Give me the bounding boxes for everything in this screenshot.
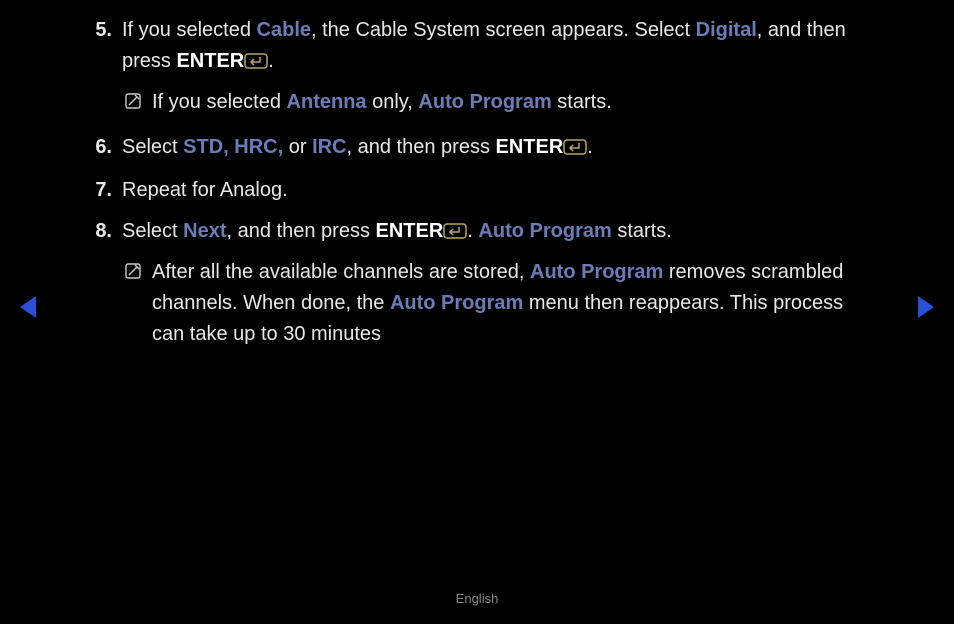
text-run: If you selected — [122, 19, 257, 41]
highlight-term: Antenna — [287, 91, 367, 113]
item-body: Repeat for Analog. — [122, 175, 872, 206]
text-run: or — [283, 136, 312, 158]
highlight-term: Auto Program — [530, 261, 663, 283]
nav-next-arrow[interactable] — [918, 296, 934, 318]
text-run: , the Cable System screen appears. Selec… — [311, 19, 696, 41]
bold-term: ENTER — [376, 220, 444, 242]
text-run: , and then press — [347, 136, 496, 158]
bold-term: ENTER — [496, 136, 564, 158]
text-run: . — [587, 136, 593, 158]
text-run: only, — [367, 91, 419, 113]
bold-term: ENTER — [176, 50, 244, 72]
list-item: 5.If you selected Cable, the Cable Syste… — [82, 15, 872, 122]
item-note: After all the available channels are sto… — [122, 257, 872, 350]
highlight-term: Digital — [696, 19, 757, 41]
text-run: Select — [122, 220, 183, 242]
note-icon — [122, 87, 152, 118]
item-text: Select Next, and then press ENTER. Auto … — [122, 216, 872, 249]
item-number: 7. — [82, 175, 122, 206]
text-run: Select — [122, 136, 183, 158]
footer-language: English — [0, 591, 954, 606]
highlight-term: Next — [183, 220, 226, 242]
note-icon — [122, 257, 152, 350]
text-run: starts. — [612, 220, 672, 242]
item-text: Repeat for Analog. — [122, 175, 872, 206]
item-number: 6. — [82, 132, 122, 165]
item-text: Select STD, HRC, or IRC, and then press … — [122, 132, 872, 165]
highlight-term: IRC — [312, 136, 346, 158]
enter-icon — [563, 134, 587, 165]
text-run: Repeat for Analog. — [122, 179, 288, 201]
highlight-term: STD, HRC, — [183, 136, 283, 158]
note-text: If you selected Antenna only, Auto Progr… — [152, 87, 872, 118]
highlight-term: Auto Program — [390, 292, 523, 314]
highlight-term: Cable — [257, 19, 311, 41]
text-run: . — [467, 220, 478, 242]
item-note: If you selected Antenna only, Auto Progr… — [122, 87, 872, 118]
list-item: 8.Select Next, and then press ENTER. Aut… — [82, 216, 872, 354]
text-run: , and then press — [227, 220, 376, 242]
nav-prev-arrow[interactable] — [20, 296, 36, 318]
item-number: 5. — [82, 15, 122, 122]
item-number: 8. — [82, 216, 122, 354]
list-item: 6.Select STD, HRC, or IRC, and then pres… — [82, 132, 872, 165]
text-run: After all the available channels are sto… — [152, 261, 530, 283]
highlight-term: Auto Program — [418, 91, 551, 113]
item-body: Select STD, HRC, or IRC, and then press … — [122, 132, 872, 165]
instruction-list: 5.If you selected Cable, the Cable Syste… — [82, 15, 872, 364]
enter-icon — [244, 48, 268, 79]
item-body: If you selected Cable, the Cable System … — [122, 15, 872, 122]
item-body: Select Next, and then press ENTER. Auto … — [122, 216, 872, 354]
enter-icon — [443, 218, 467, 249]
item-text: If you selected Cable, the Cable System … — [122, 15, 872, 79]
text-run: . — [268, 50, 274, 72]
text-run: starts. — [552, 91, 612, 113]
note-text: After all the available channels are sto… — [152, 257, 872, 350]
list-item: 7.Repeat for Analog. — [82, 175, 872, 206]
text-run: If you selected — [152, 91, 287, 113]
highlight-term: Auto Program — [478, 220, 611, 242]
